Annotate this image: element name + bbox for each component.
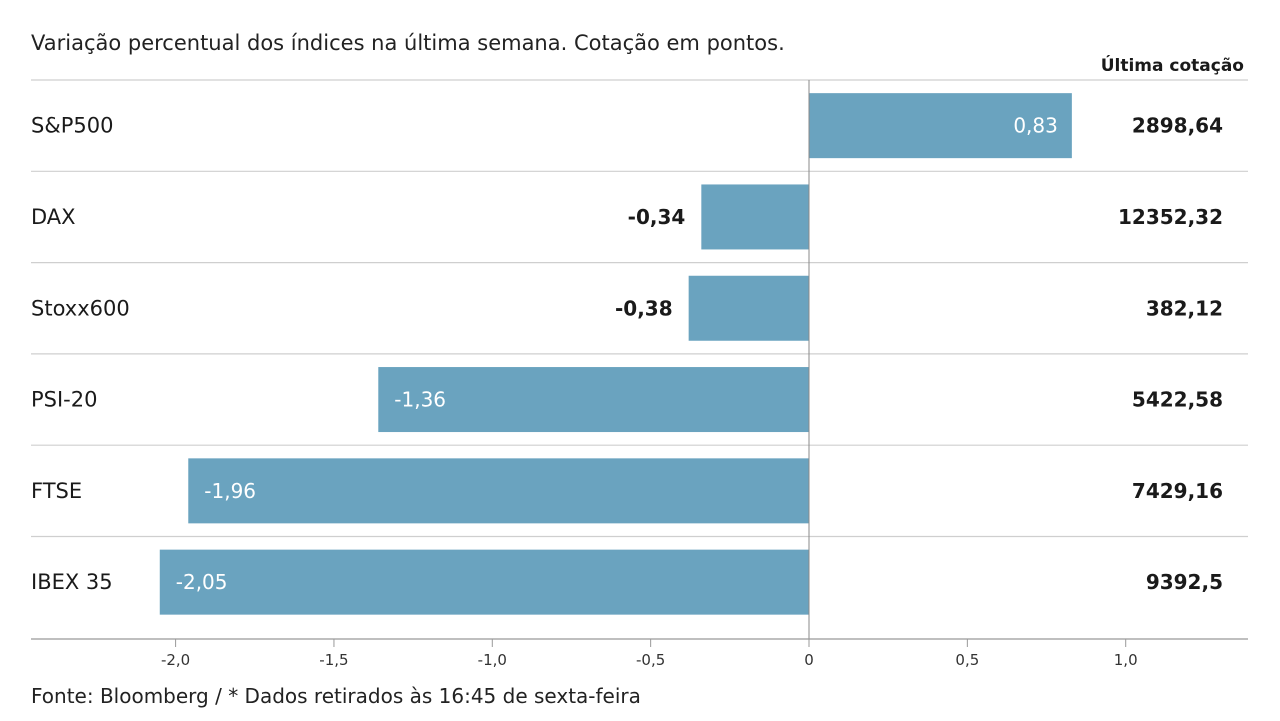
bar xyxy=(188,458,809,524)
value-label: 0,83 xyxy=(1013,114,1058,138)
category-label: S&P500 xyxy=(31,114,113,138)
last-quote-value: 382,12 xyxy=(1146,296,1223,320)
x-tick-label: 0 xyxy=(804,651,814,669)
last-quote-value: 5422,58 xyxy=(1132,388,1223,412)
x-tick-label: -1,0 xyxy=(478,651,507,669)
category-label: DAX xyxy=(31,205,76,229)
category-label: IBEX 35 xyxy=(31,570,113,594)
bar xyxy=(809,93,1072,159)
x-tick-label: 1,0 xyxy=(1114,651,1138,669)
bar xyxy=(701,184,809,250)
value-label: -2,05 xyxy=(176,570,228,594)
bar xyxy=(688,275,809,341)
value-label: -0,38 xyxy=(615,296,673,320)
last-quote-value: 7429,16 xyxy=(1132,479,1223,503)
category-label: Stoxx600 xyxy=(31,296,130,320)
last-quote-header: Última cotação xyxy=(1100,56,1244,76)
value-label: -1,36 xyxy=(394,388,446,412)
value-label: -0,34 xyxy=(628,205,686,229)
x-tick-label: -0,5 xyxy=(636,651,665,669)
last-quote-value: 2898,64 xyxy=(1132,114,1223,138)
chart-subtitle: Variação percentual dos índices na últim… xyxy=(31,31,785,55)
last-quote-value: 12352,32 xyxy=(1118,205,1223,229)
x-tick-label: -2,0 xyxy=(161,651,190,669)
category-label: PSI-20 xyxy=(31,388,98,412)
category-label: FTSE xyxy=(31,479,82,503)
bar xyxy=(159,549,809,615)
chart-footer: Fonte: Bloomberg / * Dados retirados às … xyxy=(31,684,641,708)
x-tick-label: 0,5 xyxy=(955,651,979,669)
x-tick-label: -1,5 xyxy=(319,651,348,669)
value-label: -1,96 xyxy=(204,479,256,503)
bar xyxy=(378,367,809,433)
last-quote-value: 9392,5 xyxy=(1146,570,1223,594)
